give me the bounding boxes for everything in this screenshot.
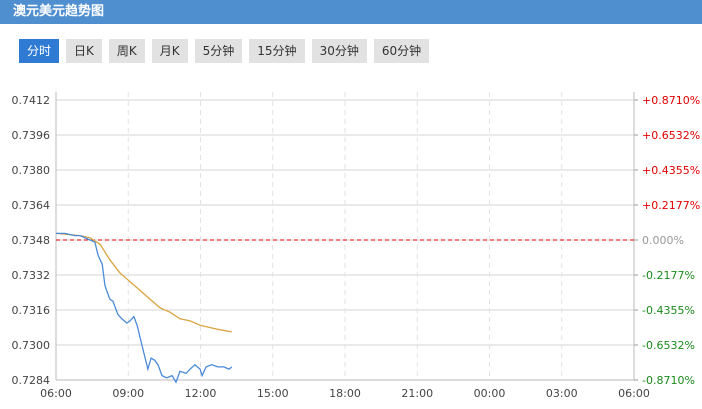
pct-tick-label: -0.2177%: [642, 269, 695, 282]
period-tabs: 分时 日K 周K 月K 5分钟 15分钟 30分钟 60分钟: [19, 39, 436, 63]
pct-tick-label: -0.4355%: [642, 304, 695, 317]
pct-tick-label: -0.6532%: [642, 339, 695, 352]
y-tick-label: 0.7300: [12, 339, 51, 352]
x-tick-label: 03:00: [546, 387, 578, 400]
y-tick-label: 0.7396: [12, 129, 51, 142]
y-tick-label: 0.7348: [12, 234, 51, 247]
y-tick-label: 0.7316: [12, 304, 51, 317]
x-tick-label: 09:00: [112, 387, 144, 400]
tab-30min[interactable]: 30分钟: [311, 39, 367, 63]
x-tick-label: 12:00: [185, 387, 217, 400]
tab-15min[interactable]: 15分钟: [249, 39, 305, 63]
x-tick-label: 21:00: [401, 387, 433, 400]
x-tick-label: 00:00: [474, 387, 506, 400]
pct-tick-label: +0.6532%: [642, 129, 700, 142]
tab-intraday[interactable]: 分时: [19, 39, 60, 63]
x-tick-label: 06:00: [618, 387, 650, 400]
pct-tick-label: +0.4355%: [642, 164, 700, 177]
average-line: [55, 232, 232, 333]
pct-tick-label: -0.8710%: [642, 374, 695, 387]
pct-tick-label: +0.8710%: [642, 94, 700, 107]
x-tick-label: 15:00: [257, 387, 289, 400]
pct-tick-label: +0.2177%: [642, 199, 700, 212]
tab-5min[interactable]: 5分钟: [194, 39, 243, 63]
x-tick-label: 06:00: [40, 387, 72, 400]
y-tick-label: 0.7364: [12, 199, 51, 212]
y-tick-label: 0.7284: [12, 374, 51, 387]
x-tick-label: 18:00: [329, 387, 361, 400]
page-title: 澳元美元趋势图: [0, 0, 702, 24]
pct-tick-label: 0.000%: [642, 234, 684, 247]
tab-weekly[interactable]: 周K: [108, 39, 145, 63]
tab-daily[interactable]: 日K: [66, 39, 102, 63]
tab-60min[interactable]: 60分钟: [373, 39, 430, 63]
y-tick-label: 0.7332: [12, 269, 51, 282]
price-line: [56, 232, 233, 384]
y-tick-label: 0.7380: [12, 164, 51, 177]
tab-monthly[interactable]: 月K: [151, 39, 188, 63]
y-tick-label: 0.7412: [12, 94, 51, 107]
